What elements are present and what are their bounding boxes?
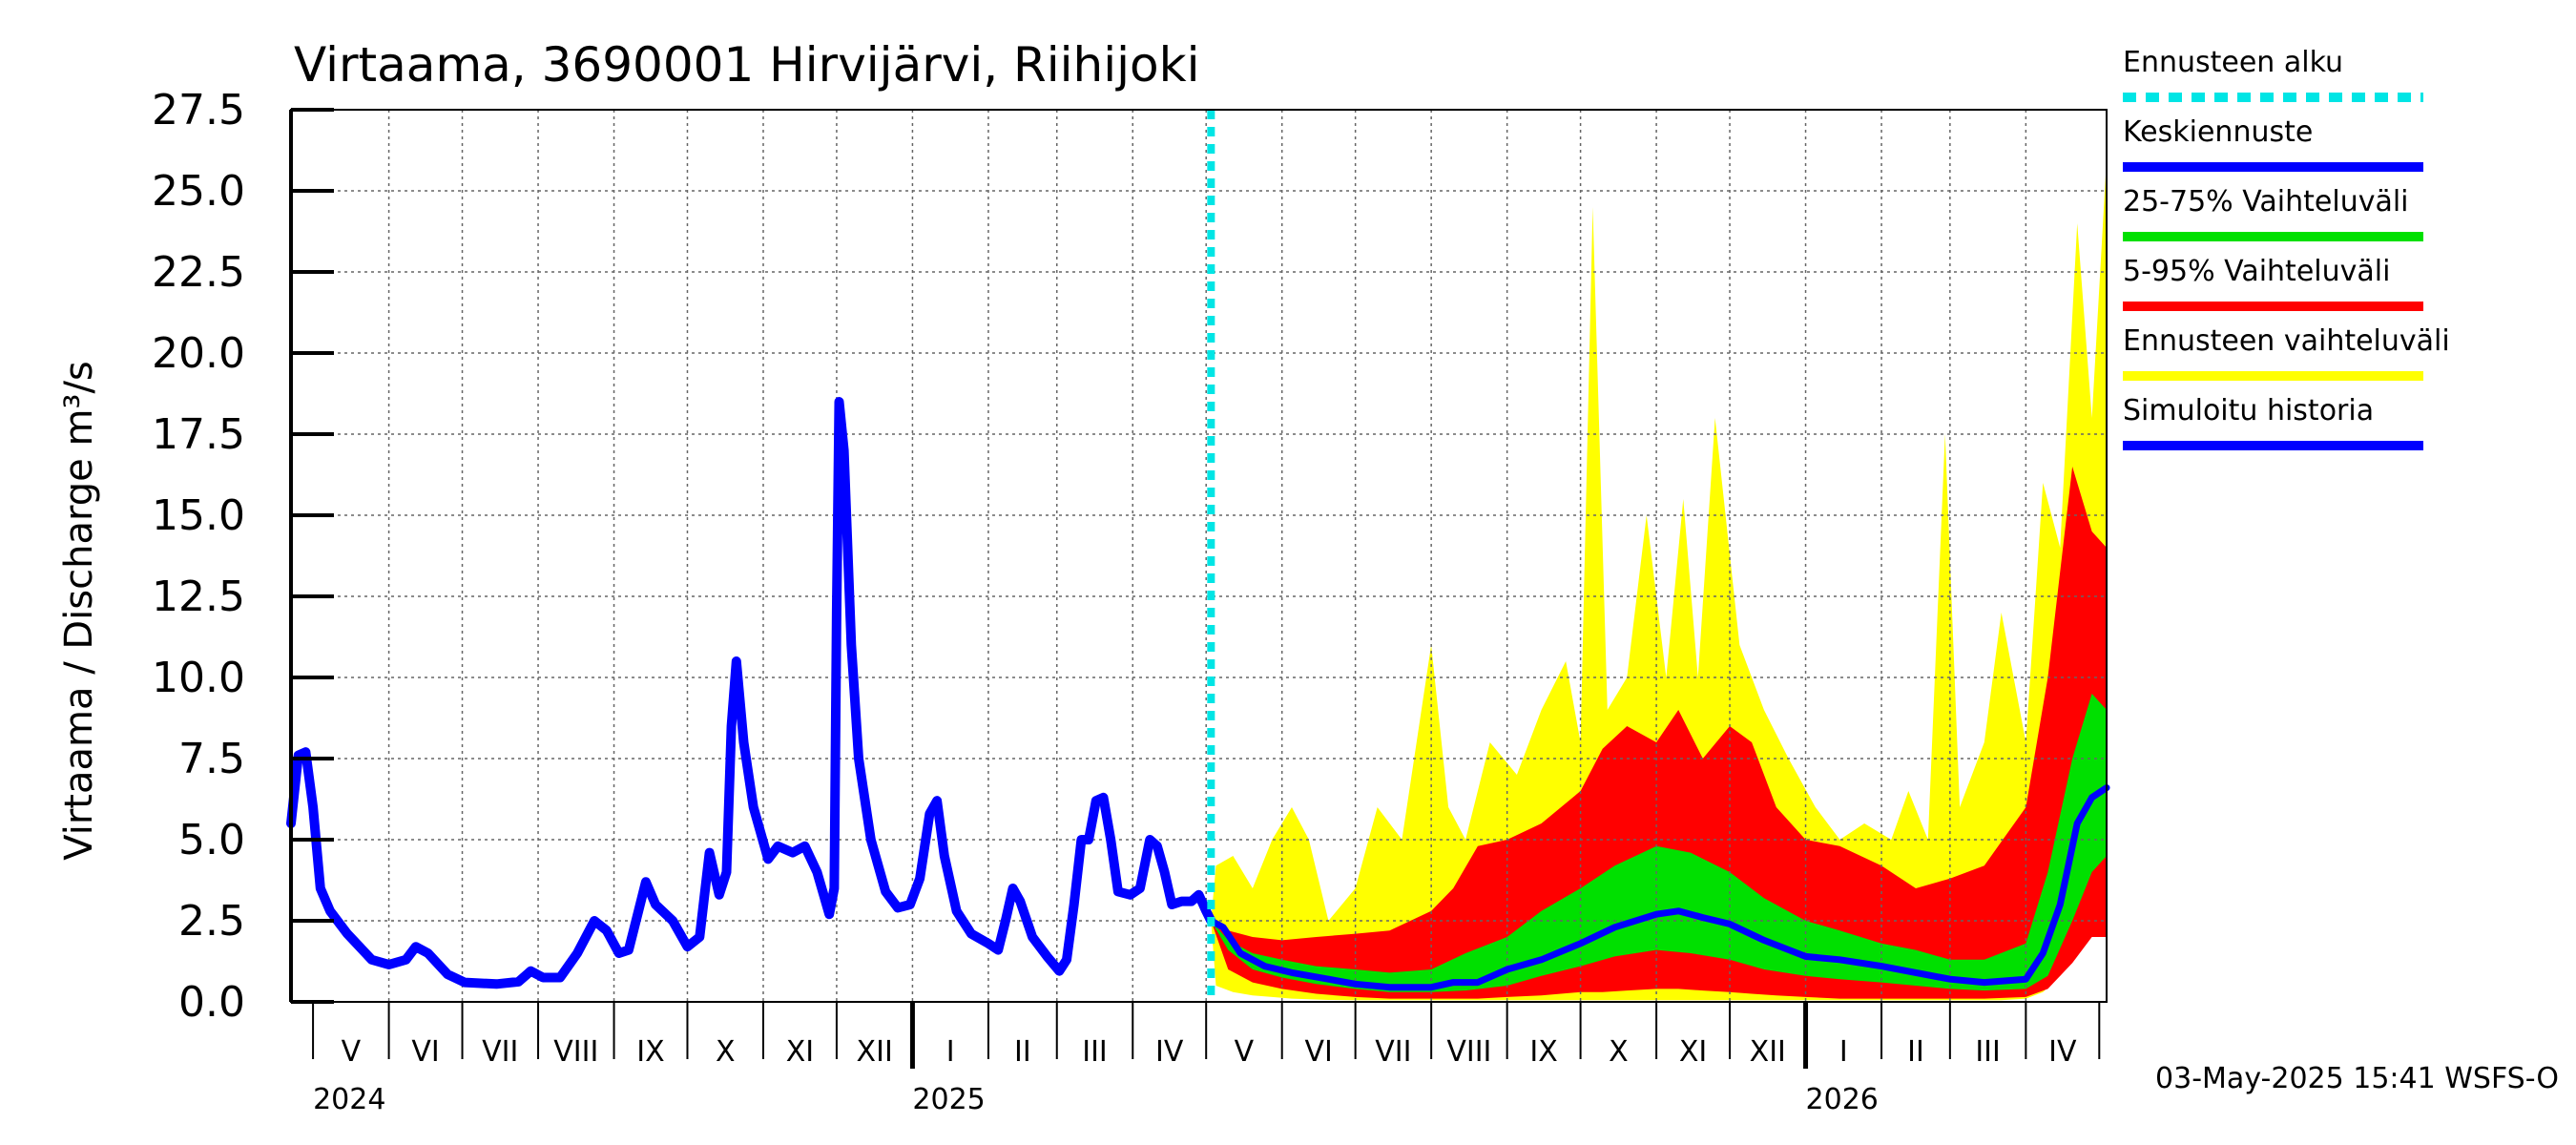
axes: [289, 109, 2108, 1003]
chart-title: Virtaama, 3690001 Hirvijärvi, Riihijoki: [294, 37, 1199, 93]
month-label: VIII: [1446, 1035, 1491, 1069]
y-tick-label: 20.0: [152, 329, 245, 378]
year-label: 2026: [1806, 1083, 1879, 1116]
y-tick-label: 15.0: [152, 491, 245, 540]
month-label: IX: [636, 1035, 664, 1069]
month-label: XI: [786, 1035, 814, 1069]
timestamp-label: 03-May-2025 15:41 WSFS-O: [2155, 1062, 2559, 1095]
forecast-bands: [1211, 158, 2107, 1001]
month-label: XII: [857, 1035, 893, 1069]
legend-label: Keskiennuste: [2123, 115, 2313, 149]
simulated-history-line: [286, 397, 1216, 989]
month-label: II: [1907, 1035, 1924, 1069]
month-label: IV: [2048, 1035, 2077, 1069]
month-label: V: [342, 1035, 362, 1069]
mean-forecast-line: [1207, 784, 2110, 991]
month-label: VII: [1375, 1035, 1411, 1069]
y-tick-label: 27.5: [152, 86, 245, 135]
y-tick-label: 25.0: [152, 167, 245, 216]
month-label: XI: [1679, 1035, 1707, 1069]
month-label: IV: [1155, 1035, 1184, 1069]
forecast-range-band: [1211, 158, 2107, 1001]
month-label: VIII: [553, 1035, 598, 1069]
month-label: III: [1082, 1035, 1108, 1069]
y-tick-label: 7.5: [178, 735, 245, 783]
legend-label: Ennusteen alku: [2123, 46, 2343, 79]
month-label: V: [1235, 1035, 1255, 1069]
month-label: IX: [1529, 1035, 1557, 1069]
p25-75-band: [1211, 694, 2107, 992]
legend: Ennusteen alku Keskiennuste 25-75% Vaihtel…: [2123, 46, 2450, 450]
x-axis: V VI VII VIII IX X XI XII I II III IV V VI VII VIII IX X X…: [312, 1002, 2101, 1116]
y-tick-label: 17.5: [152, 410, 245, 459]
year-label: 2024: [313, 1083, 385, 1116]
year-label: 2025: [912, 1083, 985, 1116]
month-label: I: [946, 1035, 955, 1069]
series-lines: [286, 110, 2110, 1002]
y-tick-label: 5.0: [178, 816, 245, 864]
month-label: III: [1975, 1035, 2001, 1069]
legend-label: Ennusteen vaihteluväli: [2123, 324, 2450, 358]
y-axis-label: Virtaama / Discharge m³/s: [57, 361, 101, 861]
month-label: VII: [482, 1035, 518, 1069]
month-label: II: [1014, 1035, 1031, 1069]
month-label: X: [1609, 1035, 1629, 1069]
y-tick-label: 10.0: [152, 654, 245, 702]
month-label: X: [716, 1035, 736, 1069]
month-label: VI: [1304, 1035, 1332, 1069]
month-label: I: [1839, 1035, 1848, 1069]
y-tick-label: 22.5: [152, 248, 245, 297]
legend-label: 25-75% Vaihteluväli: [2123, 185, 2409, 219]
y-tick-label: 12.5: [152, 572, 245, 621]
y-ticks: 0.0 2.5 5.0 7.5 10.0 12.5 15.0 17.5 20.0 22.5 25.0…: [152, 86, 334, 1027]
y-tick-label: 0.0: [178, 978, 245, 1027]
legend-label: Simuloitu historia: [2123, 394, 2374, 427]
legend-label: 5-95% Vaihteluväli: [2123, 255, 2390, 288]
y-tick-label: 2.5: [178, 897, 245, 946]
month-label: XII: [1750, 1035, 1786, 1069]
month-label: VI: [411, 1035, 439, 1069]
